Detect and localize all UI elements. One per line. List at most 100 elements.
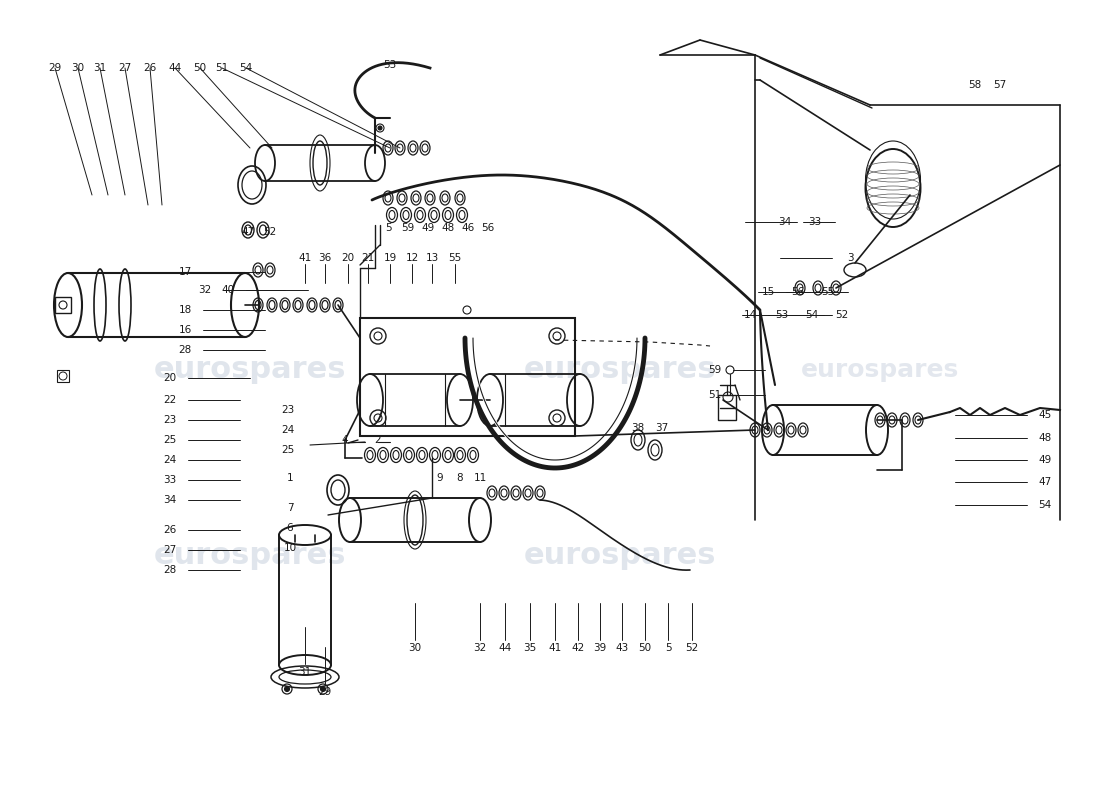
Text: 59: 59 [708, 365, 722, 375]
Text: 3: 3 [847, 253, 854, 263]
Text: eurospares: eurospares [801, 358, 959, 382]
Text: 29: 29 [48, 63, 62, 73]
Text: 50: 50 [638, 643, 651, 653]
Text: 33: 33 [808, 217, 822, 227]
Text: 53: 53 [384, 60, 397, 70]
Text: 6: 6 [287, 523, 294, 533]
Text: 51: 51 [216, 63, 229, 73]
Text: 50: 50 [194, 63, 207, 73]
Text: 16: 16 [178, 325, 191, 335]
Text: 26: 26 [143, 63, 156, 73]
Text: 56: 56 [482, 223, 495, 233]
Text: 13: 13 [426, 253, 439, 263]
Text: 17: 17 [178, 267, 191, 277]
Text: 7: 7 [287, 503, 294, 513]
Text: 37: 37 [656, 423, 669, 433]
Text: 31: 31 [94, 63, 107, 73]
Text: 43: 43 [615, 643, 628, 653]
Text: 20: 20 [341, 253, 354, 263]
Text: 35: 35 [524, 643, 537, 653]
Text: 36: 36 [318, 253, 331, 263]
Text: 12: 12 [406, 253, 419, 263]
Text: 40: 40 [221, 285, 234, 295]
Text: 54: 54 [805, 310, 818, 320]
Text: 5: 5 [664, 643, 671, 653]
Text: 21: 21 [362, 253, 375, 263]
Text: 53: 53 [776, 310, 789, 320]
Text: 9: 9 [437, 473, 443, 483]
Text: 34: 34 [164, 495, 177, 505]
Text: 38: 38 [631, 423, 645, 433]
Text: 4: 4 [342, 435, 349, 445]
Text: eurospares: eurospares [524, 541, 716, 570]
Text: 46: 46 [461, 223, 474, 233]
Text: 54: 54 [240, 63, 253, 73]
Text: 34: 34 [779, 217, 792, 227]
Text: 10: 10 [284, 543, 297, 553]
Text: 41: 41 [298, 253, 311, 263]
Text: 29: 29 [318, 687, 331, 697]
Text: 25: 25 [164, 435, 177, 445]
Text: 18: 18 [178, 305, 191, 315]
Text: 47: 47 [241, 227, 254, 237]
Bar [57, 370, 69, 382]
Text: 57: 57 [993, 80, 1007, 90]
Text: 23: 23 [282, 405, 295, 415]
Circle shape [285, 686, 289, 691]
Text: 52: 52 [685, 643, 698, 653]
Bar [718, 395, 736, 420]
Text: 28: 28 [178, 345, 191, 355]
Text: 30: 30 [408, 643, 421, 653]
Text: 58: 58 [968, 80, 981, 90]
Text: 51: 51 [708, 390, 722, 400]
Text: 33: 33 [164, 475, 177, 485]
Text: 52: 52 [263, 227, 276, 237]
Text: eurospares: eurospares [154, 541, 346, 570]
Text: 44: 44 [168, 63, 182, 73]
Text: 20: 20 [164, 373, 177, 383]
Text: 55: 55 [449, 253, 462, 263]
Text: eurospares: eurospares [154, 355, 346, 385]
Text: 23: 23 [164, 415, 177, 425]
Text: 48: 48 [441, 223, 454, 233]
Text: 42: 42 [571, 643, 584, 653]
Text: 47: 47 [1038, 477, 1052, 487]
Text: 25: 25 [282, 445, 295, 455]
Text: 32: 32 [473, 643, 486, 653]
Bar [360, 318, 575, 436]
Text: 45: 45 [1038, 410, 1052, 420]
Text: 22: 22 [164, 395, 177, 405]
Text: 52: 52 [835, 310, 848, 320]
Text: 30: 30 [72, 63, 85, 73]
Text: 8: 8 [456, 473, 463, 483]
Text: 59: 59 [402, 223, 415, 233]
Text: 2: 2 [375, 435, 382, 445]
Text: 49: 49 [1038, 455, 1052, 465]
Circle shape [320, 686, 326, 691]
Text: 32: 32 [198, 285, 211, 295]
Text: 1: 1 [287, 473, 294, 483]
Text: 48: 48 [1038, 433, 1052, 443]
Text: 31: 31 [298, 667, 311, 677]
Text: 15: 15 [761, 287, 774, 297]
Text: 5: 5 [385, 223, 392, 233]
Text: 28: 28 [164, 565, 177, 575]
Text: 14: 14 [744, 310, 757, 320]
Text: 24: 24 [282, 425, 295, 435]
Text: 44: 44 [498, 643, 512, 653]
Text: 11: 11 [473, 473, 486, 483]
Text: 54: 54 [1038, 500, 1052, 510]
Bar [55, 297, 72, 313]
Text: 24: 24 [164, 455, 177, 465]
Text: 19: 19 [384, 253, 397, 263]
Text: 39: 39 [593, 643, 606, 653]
Circle shape [378, 126, 382, 130]
Text: 56: 56 [791, 287, 804, 297]
Text: 41: 41 [549, 643, 562, 653]
Text: 55: 55 [822, 287, 835, 297]
Text: 49: 49 [421, 223, 434, 233]
Text: eurospares: eurospares [524, 355, 716, 385]
Text: 27: 27 [119, 63, 132, 73]
Text: 27: 27 [164, 545, 177, 555]
Text: 26: 26 [164, 525, 177, 535]
